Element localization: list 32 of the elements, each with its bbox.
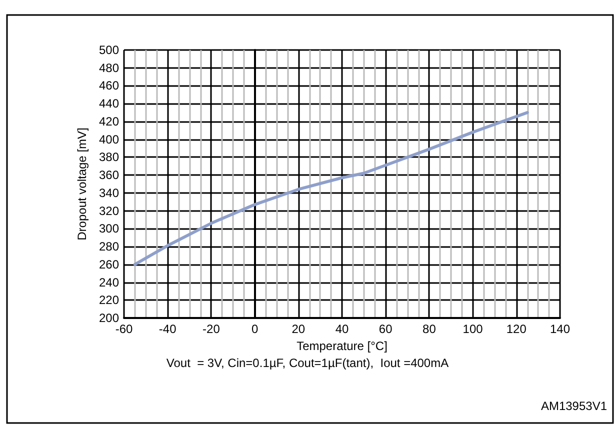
y-tick-label: 440 xyxy=(98,96,120,111)
x-tick-label: -20 xyxy=(202,322,220,336)
x-tick-label: 140 xyxy=(550,322,570,336)
y-tick-label: 280 xyxy=(98,240,120,254)
x-tick-label: 80 xyxy=(422,322,436,336)
x-tick-label: -40 xyxy=(158,322,177,336)
x-tick-label: 120 xyxy=(506,322,527,336)
x-tick-label: -60 xyxy=(115,322,133,336)
x-tick-label: 60 xyxy=(378,322,393,336)
y-tick-label: 420 xyxy=(98,114,120,128)
x-tick-label: 20 xyxy=(292,322,306,336)
y-axis-title: Dropout voltage [mV] xyxy=(75,128,89,240)
y-tick-label: 320 xyxy=(98,204,120,218)
y-tick-label: 460 xyxy=(98,78,120,93)
x-tick-label: 0 xyxy=(251,322,258,336)
line-series xyxy=(133,111,529,266)
text: Vout = 3V, Cin=0.1µF, Cout=1µF(tant), Iout =400mA xyxy=(166,356,449,370)
x-axis-title: Temperature [°C] xyxy=(296,338,388,353)
y-tick-label: 340 xyxy=(98,186,120,200)
x-tick-label: 100 xyxy=(462,322,484,336)
y-tick-label: 300 xyxy=(98,222,120,236)
y-tick-label: 400 xyxy=(98,132,120,146)
y-tick-label: 500 xyxy=(98,43,120,57)
y-tick-label: 200 xyxy=(98,311,120,325)
y-tick-label: 260 xyxy=(98,257,120,272)
y-tick-label: 480 xyxy=(98,60,120,75)
x-tick-label: 40 xyxy=(335,322,349,336)
y-tick-label: 220 xyxy=(98,293,120,308)
y-tick-label: 380 xyxy=(98,150,120,164)
text: AM13953V1 xyxy=(540,399,608,413)
y-tick-label: 360 xyxy=(98,168,120,182)
y-tick-label: 240 xyxy=(98,275,120,290)
